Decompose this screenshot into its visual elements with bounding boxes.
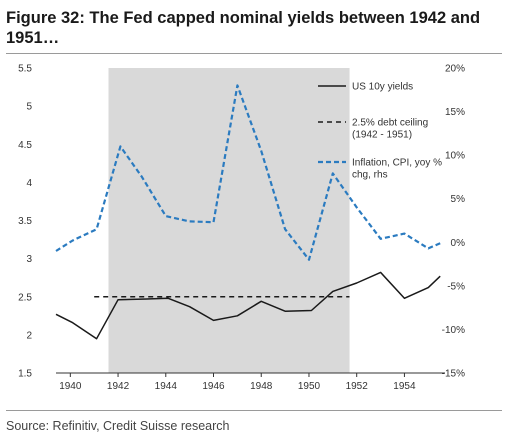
right-tick-label: -10% [442,325,465,336]
left-tick-label: 3 [26,254,32,265]
left-tick-label: 5.5 [18,64,32,75]
series-line-1 [55,271,441,340]
right-tick-label: 5% [451,194,466,205]
x-tick-label: 1942 [107,381,130,392]
x-tick-label: 1944 [155,381,178,392]
right-tick-label: 15% [445,107,465,118]
shaded-period [108,68,350,373]
left-tick-label: 5 [26,102,32,113]
legend-label-2-line2: (1942 - 1951) [352,130,412,141]
right-tick-label: -5% [447,281,465,292]
legend-label-1: US 10y yields [352,82,413,93]
left-tick-label: 2.5 [18,292,32,303]
legend-label-2: 2.5% debt ceiling [352,118,428,129]
right-tick-label: 10% [445,151,465,162]
left-tick-label: 2 [26,330,32,341]
right-tick-label: 20% [445,64,465,75]
chart-title: Figure 32: The Fed capped nominal yields… [6,9,481,47]
legend-label-3-line2: chg, rhs [352,170,388,181]
x-tick-label: 1950 [298,381,321,392]
right-tick-label: 0% [451,238,466,249]
x-tick-label: 1948 [250,381,273,392]
source-divider [6,410,502,411]
x-tick-label: 1940 [59,381,82,392]
x-tick-label: 1952 [346,381,369,392]
right-tick-label: -15% [442,369,465,380]
title-divider [6,53,502,54]
x-tick-label: 1946 [202,381,225,392]
left-tick-label: 4.5 [18,140,32,151]
x-tick-label: 1954 [393,381,416,392]
left-tick-label: 1.5 [18,369,32,380]
left-tick-label: 3.5 [18,216,32,227]
legend-label-3: Inflation, CPI, yoy % [352,158,442,169]
left-tick-label: 4 [26,178,32,189]
source-note: Source: Refinitiv, Credit Suisse researc… [6,419,230,433]
